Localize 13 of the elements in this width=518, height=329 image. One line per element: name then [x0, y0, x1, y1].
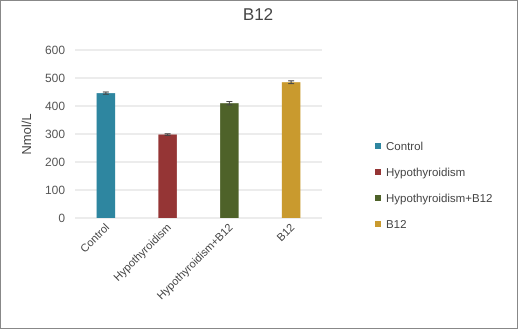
- y-tick-label: 100: [44, 183, 66, 197]
- legend-label: Hypothyroidism: [386, 167, 466, 179]
- y-tick-label: 600: [44, 43, 66, 57]
- y-tick-label: 400: [44, 99, 66, 113]
- x-tick-label: B12: [274, 222, 298, 244]
- y-tick-label: 0: [58, 211, 66, 225]
- y-tick-label: 200: [44, 155, 66, 169]
- chart-title: B12: [242, 5, 274, 24]
- y-tick-label: 300: [44, 127, 66, 141]
- y-axis-title: Nmol/L: [19, 113, 34, 155]
- legend-label: Hypothyroidism+B12: [386, 193, 492, 205]
- legend-label: Control: [386, 141, 424, 153]
- y-tick-label: 500: [44, 71, 66, 85]
